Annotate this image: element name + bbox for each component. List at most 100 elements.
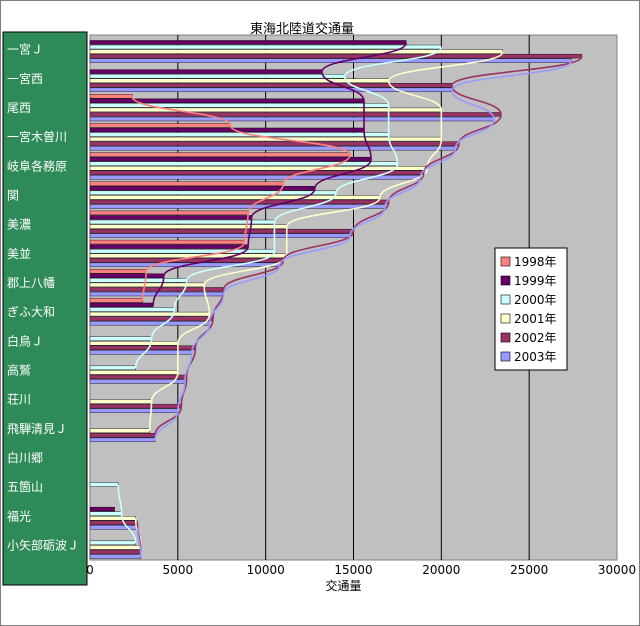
x-tick-label: 5000 [163, 563, 194, 577]
bar [89, 554, 142, 559]
legend-label: 2001年 [514, 312, 557, 326]
bar [89, 215, 252, 220]
series-line [117, 484, 137, 544]
bar [89, 127, 365, 133]
series-line [148, 51, 504, 432]
x-tick-label: 10000 [247, 563, 285, 577]
bar [89, 123, 231, 128]
bar [89, 341, 179, 346]
category-label: 一宮木曽川 [7, 129, 67, 144]
bar [89, 244, 249, 249]
series-line [152, 42, 407, 306]
legend-label: 1999年 [514, 274, 557, 288]
bar [89, 161, 398, 166]
category-label: 高鷲 [7, 362, 31, 377]
bar [89, 181, 284, 186]
category-label: 白川郷 [7, 450, 43, 465]
bar [89, 152, 351, 157]
category-label: 美濃 [7, 218, 31, 232]
category-label: 岐阜各務原 [7, 158, 67, 173]
bar [89, 374, 187, 380]
bar [89, 520, 138, 525]
category-label: 荘川 [7, 393, 31, 407]
bar [89, 94, 133, 99]
bar [89, 365, 136, 371]
legend-swatch [500, 275, 511, 286]
series-line [134, 46, 443, 369]
chart-title: 東海北陸道交通量 [250, 22, 355, 37]
bar [89, 525, 138, 530]
bar [89, 112, 502, 117]
x-tick-label: 15000 [334, 563, 372, 577]
series-line [154, 60, 573, 441]
bar [89, 506, 115, 512]
bar [89, 253, 287, 258]
bar [89, 69, 323, 74]
bar [89, 199, 389, 205]
bar [89, 73, 345, 79]
category-label: 一宮Ｊ [7, 42, 43, 57]
category-panel [2, 31, 88, 586]
legend-swatch [500, 256, 511, 267]
bar [89, 269, 147, 274]
bar [89, 433, 156, 438]
bar [89, 78, 389, 83]
bar [89, 320, 210, 326]
x-tick-label: 20000 [422, 563, 460, 577]
legend-box [494, 247, 568, 371]
category-label: 一宮西 [7, 71, 43, 86]
bar [89, 403, 182, 409]
bar [89, 482, 119, 487]
x-tick-label: 25000 [510, 563, 548, 577]
bar [89, 511, 122, 516]
x-tick-label: 0 [86, 563, 94, 577]
bar [89, 307, 175, 312]
bar [89, 345, 196, 350]
series-line [131, 96, 351, 301]
bar [89, 145, 456, 151]
bar [89, 428, 150, 433]
bar [89, 273, 164, 278]
bar [89, 166, 428, 171]
bar [89, 228, 354, 234]
legend-swatch [500, 313, 511, 324]
bar [89, 49, 504, 54]
bar [89, 170, 424, 175]
bar [89, 141, 460, 146]
bar [89, 233, 351, 238]
bar [89, 98, 365, 103]
bar [89, 516, 136, 521]
bar [89, 399, 152, 404]
bar [89, 287, 224, 292]
legend-swatch [500, 351, 511, 362]
bar [89, 40, 407, 45]
bar [89, 58, 572, 63]
category-label: 福光 [7, 508, 31, 523]
bar [89, 239, 245, 245]
bar [89, 350, 193, 355]
category-label: 飛騨清見Ｊ [7, 421, 67, 436]
bar [89, 302, 154, 308]
bar [89, 156, 372, 162]
bar [89, 316, 214, 321]
category-label: 白鳥Ｊ [7, 333, 43, 348]
category-label: 美並 [7, 247, 31, 261]
bar [89, 437, 156, 443]
bar [89, 370, 179, 375]
bar [89, 210, 249, 216]
bar [89, 190, 337, 196]
category-label: 郡上八幡 [7, 275, 55, 290]
bar [89, 311, 210, 317]
bar [89, 298, 143, 303]
bar [89, 44, 442, 50]
bar [89, 540, 136, 546]
bar [89, 336, 152, 341]
legend-label: 2003年 [514, 350, 557, 364]
bar [89, 83, 453, 88]
legend-label: 2002年 [514, 331, 557, 345]
category-label: 小矢部砺波Ｊ [7, 537, 79, 552]
bar [89, 278, 187, 283]
bar [89, 103, 389, 108]
bar [89, 545, 142, 550]
